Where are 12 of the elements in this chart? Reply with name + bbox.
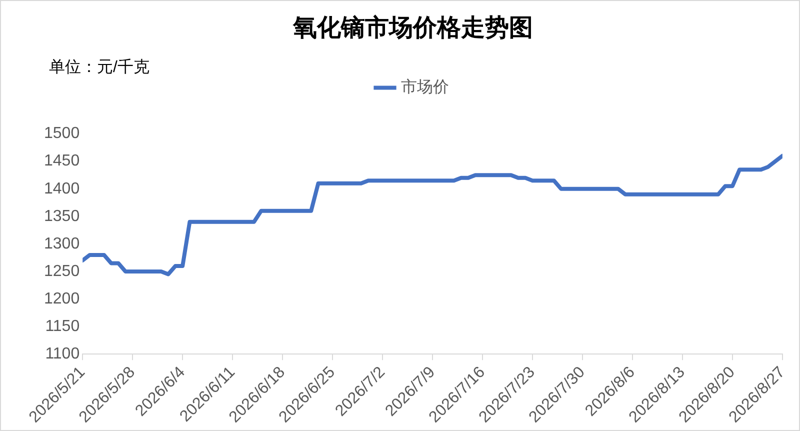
y-tick-label: 1500 <box>44 125 80 142</box>
y-tick-label: 1350 <box>44 208 80 225</box>
chart-title: 氧化镝市场价格走势图 <box>292 12 533 42</box>
y-tick-label: 1300 <box>44 235 80 252</box>
y-tick-label: 1450 <box>44 152 80 170</box>
legend-label: 市场价 <box>401 78 449 96</box>
y-tick-label: 1200 <box>44 290 80 308</box>
y-tick-label: 1250 <box>44 262 80 280</box>
text: 单位：元/千克 <box>49 58 150 78</box>
y-tick-label: 1100 <box>45 346 80 362</box>
y-tick-label: 1400 <box>44 180 80 198</box>
y-tick-label: 1150 <box>45 318 80 335</box>
